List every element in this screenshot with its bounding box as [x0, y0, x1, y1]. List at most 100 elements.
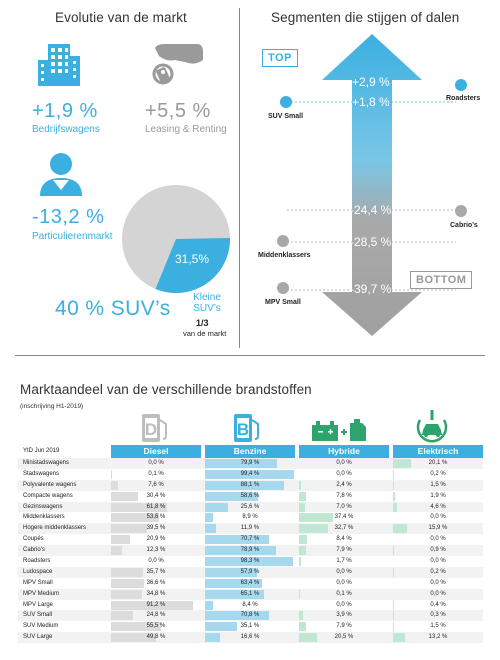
share-value-benzine: 16,6 %	[240, 634, 260, 641]
panel-divider	[239, 8, 240, 348]
share-bar-diesel	[111, 524, 147, 534]
cell-hybride: 0,0 %	[299, 458, 389, 469]
cell-benzine: 79,9 %	[205, 458, 295, 469]
cell-diesel: 61,8 %	[111, 502, 201, 513]
share-bar-elektrisch	[393, 622, 395, 632]
cell-diesel: 34,8 %	[111, 589, 201, 600]
share-bar-benzine	[205, 459, 277, 468]
cell-benzine: 57,9 %	[205, 567, 295, 578]
cell-elektrisch: 1,5 %	[393, 480, 483, 491]
table-row: Polyvalente wagens 7,6 % 88,1 % 2,4 % 1,5 %	[18, 479, 483, 491]
cell-benzine: 99,4 %	[205, 469, 295, 480]
cell-diesel: 35,7 %	[111, 567, 201, 578]
share-bar-diesel	[111, 535, 130, 545]
share-bar-diesel	[111, 502, 167, 512]
share-value-hybride: 7,8 %	[336, 492, 352, 499]
share-value-diesel: 12,3 %	[146, 547, 166, 554]
share-value-hybride: 3,9 %	[336, 612, 352, 619]
table-row: Gezinswagens 61,8 % 25,6 % 7,0 % 4,6 %	[18, 501, 483, 513]
share-value-diesel: 30,4 %	[146, 492, 166, 499]
share-bar-diesel	[111, 567, 144, 577]
cell-elektrisch: 0,0 %	[393, 556, 483, 567]
cell-hybride: 7,8 %	[299, 491, 389, 502]
cell-diesel: 7,6 %	[111, 480, 201, 491]
share-bar-elektrisch	[393, 633, 405, 643]
table-row: Coupés 20,9 % 70,7 % 8,4 % 0,0 %	[18, 534, 483, 545]
share-bar-diesel	[111, 513, 160, 523]
cell-hybride: 3,9 %	[299, 610, 389, 621]
cell-hybride: 0,0 %	[299, 578, 389, 589]
share-value-diesel: 35,7 %	[146, 568, 166, 575]
cell-hybride: 32,7 %	[299, 523, 389, 534]
small-suv-line-1: Kleine	[193, 292, 221, 303]
share-bar-hybride	[299, 524, 329, 534]
share-bar-diesel	[111, 546, 123, 556]
middenklassers-label: Middenklassers	[258, 252, 311, 259]
share-value-elektrisch: 0,3 %	[430, 612, 446, 619]
column-header-diesel: Diesel	[111, 445, 201, 458]
cell-hybride: 0,0 %	[299, 600, 389, 611]
mpv-small-label: MPV Small	[265, 299, 301, 306]
cell-benzine: 25,6 %	[205, 502, 295, 513]
private-market-label: Particulierenmarkt	[32, 231, 113, 242]
share-bar-benzine	[205, 513, 213, 523]
share-bar-hybride	[299, 535, 307, 545]
table-row: Roadsters 0,0 % 98,3 % 1,7 % 0,0 %	[18, 556, 483, 567]
share-value-elektrisch: 15,9 %	[428, 525, 448, 532]
share-bar-benzine	[205, 567, 258, 577]
share-bar-elektrisch	[393, 502, 398, 512]
share-bar-elektrisch	[393, 524, 408, 534]
share-value-elektrisch: 0,0 %	[430, 514, 446, 521]
row-segment-name: Hogere middenklassers	[23, 525, 87, 532]
share-value-elektrisch: 20,1 %	[428, 460, 448, 466]
cell-benzine: 11,9 %	[205, 523, 295, 534]
row-segment-name: Stadswagens	[23, 470, 60, 477]
table-row: Compacte wagens 30,4 % 58,6 % 7,8 % 1,9 %	[18, 491, 483, 502]
share-value-hybride: 0,0 %	[336, 460, 352, 466]
cabrios-dot	[455, 205, 467, 217]
share-value-hybride: 0,1 %	[336, 590, 352, 597]
share-value-hybride: 0,0 %	[336, 568, 352, 575]
cell-elektrisch: 20,1 %	[393, 458, 483, 469]
mpv-small-dot	[277, 282, 289, 294]
leasing-growth-value: +5,5 %	[145, 100, 211, 122]
fuel-table-title: Marktaandeel van de verschillende brands…	[20, 382, 312, 397]
share-value-hybride: 0,0 %	[336, 470, 352, 477]
share-bar-elektrisch	[393, 459, 412, 468]
share-value-hybride: 0,0 %	[336, 579, 352, 586]
cell-hybride: 7,9 %	[299, 545, 389, 556]
share-value-elektrisch: 4,6 %	[430, 503, 446, 510]
share-bar-benzine	[205, 502, 229, 512]
cell-hybride: 7,0 %	[299, 502, 389, 513]
segment-value-cabrios: -24,4 %	[350, 203, 392, 217]
market-fraction: 1/3	[196, 318, 209, 328]
share-value-benzine: 11,9 %	[240, 525, 260, 532]
pie-value-label: 31,5%	[175, 252, 210, 266]
svg-text:D: D	[145, 420, 157, 439]
share-value-hybride: 1,7 %	[336, 558, 352, 565]
share-value-benzine: 79,9 %	[240, 460, 260, 466]
share-value-elektrisch: 0,0 %	[430, 536, 446, 543]
share-bar-benzine	[205, 546, 276, 556]
cell-elektrisch: 0,0 %	[393, 512, 483, 523]
section-divider	[15, 355, 485, 356]
top-tag: TOP	[262, 49, 298, 67]
electric-car-icon	[416, 410, 448, 443]
table-body: Ministadswagens 0,0 % 79,9 % 0,0 % 20,1 % Sta…	[18, 458, 483, 644]
row-segment-name: Ministadswagens	[23, 460, 70, 466]
share-value-elektrisch: 0,4 %	[430, 601, 446, 608]
share-value-diesel: 36,6 %	[146, 579, 166, 586]
share-bar-benzine	[205, 600, 213, 610]
cell-elektrisch: 0,0 %	[393, 578, 483, 589]
share-value-benzine: 25,6 %	[240, 503, 260, 510]
table-header-row: YtD Jun 2019 Diesel Benzine Hybride Elek…	[18, 445, 483, 458]
table-row: Ministadswagens 0,0 % 79,9 % 0,0 % 20,1 %	[18, 458, 483, 469]
share-value-benzine: 70,8 %	[240, 612, 260, 619]
row-segment-name: Compacte wagens	[23, 492, 73, 499]
cell-benzine: 65,1 %	[205, 589, 295, 600]
share-value-diesel: 7,6 %	[148, 481, 164, 488]
share-bar-benzine	[205, 633, 220, 643]
cell-diesel: 55,5 %	[111, 621, 201, 632]
cell-benzine: 70,7 %	[205, 534, 295, 545]
share-bar-diesel	[111, 491, 139, 501]
